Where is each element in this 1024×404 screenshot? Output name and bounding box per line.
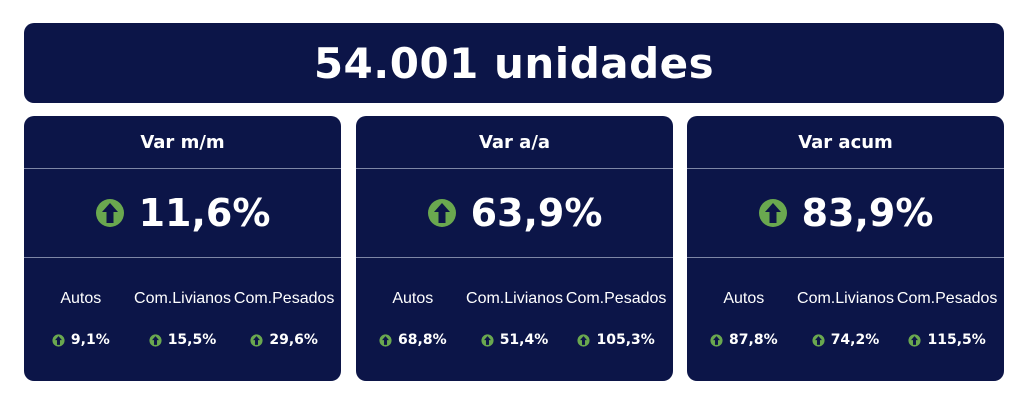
card-main-metric: 63,9% [356, 169, 673, 258]
segment-com-livianos: Com. Livianos 15,5% [134, 258, 231, 349]
segment-com-pesados: Com. Pesados 105,3% [565, 258, 667, 349]
segment-value: 115,5% [927, 332, 986, 348]
segment-value: 68,8% [398, 332, 447, 348]
main-value: 63,9% [470, 191, 603, 235]
segment-breakdown: Autos 9,1% Com. Livianos 15,5% Com. Pesado… [24, 258, 341, 348]
up-arrow-icon [481, 333, 494, 347]
segment-value: 15,5% [167, 332, 217, 348]
card-main-metric: 11,6% [24, 169, 341, 258]
segment-value: 9,1% [70, 332, 110, 348]
card-main-metric: 83,9% [687, 169, 1004, 258]
segment-com-livianos: Com. Livianos 51,4% [466, 258, 563, 349]
up-arrow-icon [95, 199, 124, 227]
up-arrow-icon [908, 333, 922, 347]
segment-label: Com. Livianos [134, 289, 231, 307]
total-units-banner: 54.001 unidades [24, 23, 1004, 103]
segment-value: 87,8% [729, 332, 778, 348]
card-header: Var acum [687, 116, 1004, 169]
segment-autos: Autos 87,8% [696, 258, 792, 348]
card-var-mm: Var m/m 11,6% Autos 9,1% Com. Livianos [24, 116, 341, 381]
up-arrow-icon [379, 333, 392, 347]
segment-label: Autos [392, 289, 434, 307]
segment-label: Com. Pesados [233, 289, 335, 307]
up-arrow-icon [427, 199, 456, 227]
up-arrow-icon [812, 333, 825, 347]
segment-value: 74,2% [830, 332, 880, 348]
up-arrow-icon [710, 333, 723, 347]
segment-value: 51,4% [499, 332, 549, 348]
segment-breakdown: Autos 68,8% Com. Livianos 51,4% Com. Pesad… [356, 258, 673, 348]
up-arrow-icon [52, 333, 65, 347]
segment-label: Com. Livianos [466, 289, 563, 307]
card-header: Var a/a [356, 116, 673, 169]
segment-breakdown: Autos 87,8% Com. Livianos 74,2% Com. Pesad… [687, 258, 1004, 348]
card-var-aa: Var a/a 63,9% Autos 68,8% Com. Livianos [356, 116, 673, 381]
segment-value: 105,3% [596, 332, 655, 348]
up-arrow-icon [250, 333, 263, 347]
segment-label: Com. Pesados [565, 289, 667, 307]
up-arrow-icon [758, 199, 787, 227]
segment-autos: Autos 9,1% [33, 258, 129, 348]
segment-label: Autos [723, 289, 765, 307]
segment-com-livianos: Com. Livianos 74,2% [797, 258, 894, 349]
up-arrow-icon [149, 333, 162, 347]
segment-com-pesados: Com. Pesados 29,6% [233, 258, 335, 349]
up-arrow-icon [577, 333, 591, 347]
segment-label: Autos [60, 289, 102, 307]
segment-value: 29,6% [269, 332, 318, 348]
total-units-title: 54.001 unidades [313, 38, 715, 88]
main-value: 11,6% [138, 191, 271, 235]
main-value: 83,9% [801, 191, 934, 235]
segment-label: Com. Pesados [896, 289, 998, 307]
card-header: Var m/m [24, 116, 341, 169]
segment-label: Com. Livianos [797, 289, 894, 307]
segment-autos: Autos 68,8% [365, 258, 461, 348]
segment-com-pesados: Com. Pesados 115,5% [896, 258, 998, 349]
card-var-acum: Var acum 83,9% Autos 87,8% Com. Livianos [687, 116, 1004, 381]
